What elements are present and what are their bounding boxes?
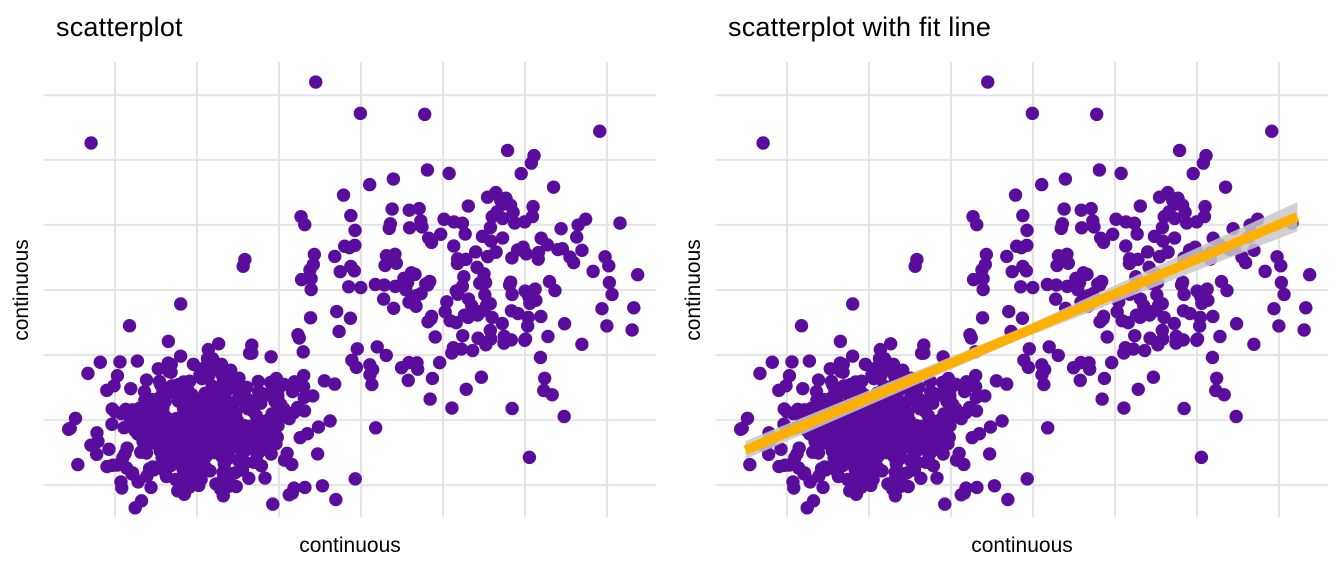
x-axis-title-row: continuous <box>44 533 656 559</box>
scatterplot-with-fit-figure: scatterplot with fit line continuous con… <box>672 0 1344 576</box>
chart-title: scatterplot with fit line <box>728 12 992 42</box>
chart-body: continuous <box>0 62 672 517</box>
x-axis-title-row: continuous <box>716 533 1328 559</box>
y-axis-title-column: continuous <box>672 62 716 517</box>
scatter-plot <box>44 62 656 517</box>
x-axis-label: continuous <box>299 534 401 557</box>
y-axis-label: continuous <box>682 238 705 341</box>
y-axis-title-column: continuous <box>0 62 44 517</box>
x-axis-label: continuous <box>971 534 1073 557</box>
y-axis-label: continuous <box>10 238 33 341</box>
plot-panel <box>44 62 656 517</box>
chart-body: continuous <box>672 62 1344 517</box>
scatterplot-figure: scatterplot continuous continuous <box>0 12 672 559</box>
scatter-plot-with-fit-line <box>716 62 1328 517</box>
plot-panel <box>716 62 1328 517</box>
chart-title: scatterplot <box>56 12 183 42</box>
